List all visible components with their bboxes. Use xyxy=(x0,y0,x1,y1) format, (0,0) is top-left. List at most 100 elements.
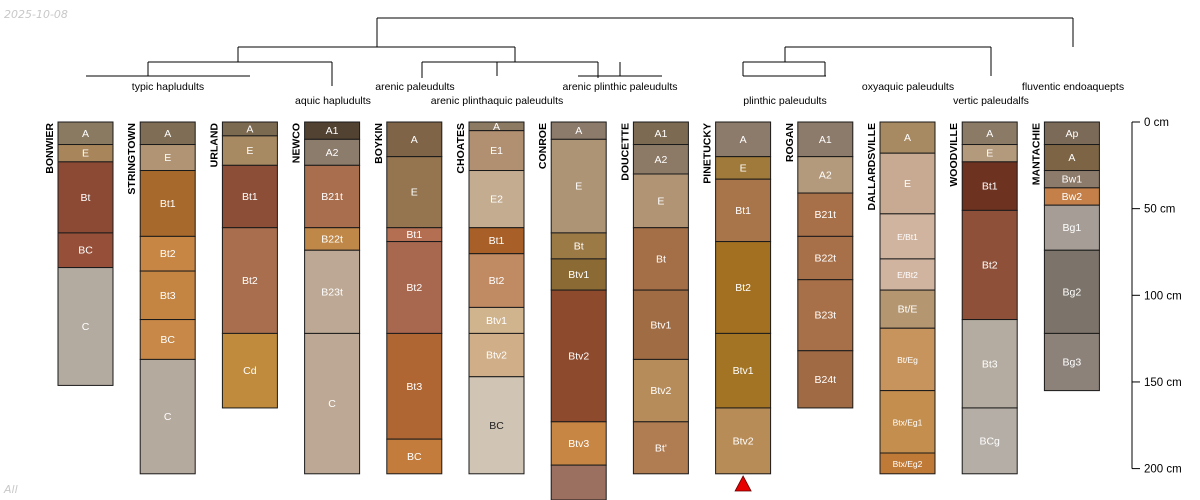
horizon-doucette-6 xyxy=(632,421,689,475)
taxon-label: plinthic paleudults xyxy=(743,95,826,107)
taxon-label: arenic plinthaquic paleudults xyxy=(431,95,564,107)
horizon-label: Ap xyxy=(1065,128,1078,140)
horizon-rogan-4 xyxy=(797,279,854,352)
horizon-label: Btv2 xyxy=(568,350,589,362)
horizon-label: B22t xyxy=(814,253,836,265)
horizon-choates-3 xyxy=(468,227,525,255)
horizon-label: Btv1 xyxy=(568,269,589,281)
horizon-label: A xyxy=(82,128,89,140)
horizon-choates-5 xyxy=(468,306,525,334)
horizon-stringtown-2 xyxy=(139,170,196,237)
horizon-label: A xyxy=(493,121,500,133)
horizon-label: Bg2 xyxy=(1063,286,1082,298)
horizon-label: Bt3 xyxy=(160,290,176,302)
profile-name-stringtown: STRINGTOWN xyxy=(126,123,138,195)
horizon-stringtown-4 xyxy=(139,270,196,321)
taxon-label: arenic paleudults xyxy=(375,81,454,93)
horizon-choates-6 xyxy=(468,332,525,378)
taxon-label: fluventic endoaquepts xyxy=(1022,81,1124,93)
horizon-label: Bt2 xyxy=(735,282,751,294)
horizon-boykin-0 xyxy=(386,121,443,158)
horizon-label: E2 xyxy=(490,194,503,206)
horizon-dallardsville-6 xyxy=(879,390,936,454)
horizon-conroe-1 xyxy=(550,138,607,234)
horizon-label: C xyxy=(328,398,336,410)
horizon-label: Btv2 xyxy=(733,435,754,447)
depth-tick-label: 0 cm xyxy=(1144,117,1169,129)
horizon-pinetucky-0 xyxy=(715,121,772,158)
horizon-label: C xyxy=(82,321,90,333)
horizon-woodville-4 xyxy=(961,319,1018,409)
horizon-label: A xyxy=(986,128,993,140)
horizon-bonwier-4 xyxy=(57,267,114,386)
horizon-choates-2 xyxy=(468,170,525,229)
horizon-urland-2 xyxy=(221,164,278,229)
depth-marker-triangle xyxy=(734,475,752,492)
horizon-pinetucky-5 xyxy=(715,407,772,475)
horizon-label: Bt1 xyxy=(242,191,258,203)
horizon-conroe-5 xyxy=(550,421,607,466)
horizon-label: Bt2 xyxy=(242,275,258,287)
horizon-rogan-5 xyxy=(797,350,854,409)
horizon-label: Btx/Eg2 xyxy=(893,459,923,469)
horizon-label: E/Bt1 xyxy=(897,232,918,242)
horizon-label: C xyxy=(164,411,172,423)
horizon-label: A xyxy=(411,134,418,146)
horizon-conroe-6 xyxy=(550,464,607,500)
horizon-label: B22t xyxy=(321,233,343,245)
horizon-choates-1 xyxy=(468,130,525,172)
horizon-label: Bw1 xyxy=(1062,174,1083,186)
horizon-label: E1 xyxy=(490,145,503,157)
horizon-conroe-4 xyxy=(550,289,607,423)
horizon-label: A1 xyxy=(326,125,339,137)
horizon-dallardsville-2 xyxy=(879,213,936,260)
horizon-rogan-3 xyxy=(797,235,854,281)
horizon-label: E xyxy=(411,187,418,199)
horizon-label: BC xyxy=(78,245,93,257)
depth-tick-label: 200 cm xyxy=(1144,464,1182,476)
horizon-label: A xyxy=(904,132,911,144)
horizon-pinetucky-3 xyxy=(715,241,772,334)
horizon-label: Bt1 xyxy=(406,229,422,241)
profile-name-bonwier: BONWIER xyxy=(44,123,56,174)
horizon-rogan-2 xyxy=(797,192,854,237)
horizon-dallardsville-0 xyxy=(879,121,936,154)
profile-name-rogan: ROGAN xyxy=(784,123,796,162)
horizon-woodville-2 xyxy=(961,161,1018,211)
horizon-label: E xyxy=(82,148,89,160)
taxon-label: vertic paleudalfs xyxy=(953,95,1029,107)
horizon-label: A xyxy=(164,128,171,140)
horizon-doucette-1 xyxy=(632,144,689,175)
horizon-label: E xyxy=(575,181,582,193)
profile-name-dallardsville: DALLARDSVILLE xyxy=(866,123,878,211)
horizon-label: Bt1 xyxy=(160,198,176,210)
horizon-label: Bt1 xyxy=(982,181,998,193)
horizon-dallardsville-1 xyxy=(879,152,936,215)
profile-name-pinetucky: PINETUCKY xyxy=(702,123,714,184)
horizon-label: Btv2 xyxy=(486,350,507,362)
profile-name-boykin: BOYKIN xyxy=(373,123,385,164)
horizon-label: E xyxy=(986,148,993,160)
horizon-boykin-5 xyxy=(386,438,443,475)
horizon-label: E xyxy=(904,178,911,190)
horizon-label: A2 xyxy=(819,169,832,181)
profile-name-mantachie: MANTACHIE xyxy=(1030,123,1042,185)
horizon-label: Bt2 xyxy=(489,275,505,287)
horizon-rogan-1 xyxy=(797,156,854,194)
profile-name-urland: URLAND xyxy=(208,123,220,168)
depth-tick-label: 50 cm xyxy=(1144,204,1175,216)
horizon-label: Bt xyxy=(574,240,584,252)
horizon-dallardsville-4 xyxy=(879,289,936,329)
horizon-doucette-2 xyxy=(632,173,689,229)
horizon-urland-3 xyxy=(221,227,278,334)
horizon-stringtown-3 xyxy=(139,235,196,272)
horizon-label: A1 xyxy=(819,134,832,146)
horizon-label: A xyxy=(575,125,582,137)
taxon-label: aquic hapludults xyxy=(295,95,371,107)
horizon-label: E xyxy=(246,145,253,157)
horizon-conroe-2 xyxy=(550,232,607,260)
profile-name-newco: NEWCO xyxy=(291,123,303,163)
profile-name-choates: CHOATES xyxy=(455,123,467,174)
horizon-rogan-0 xyxy=(797,121,854,158)
horizon-conroe-3 xyxy=(550,258,607,291)
